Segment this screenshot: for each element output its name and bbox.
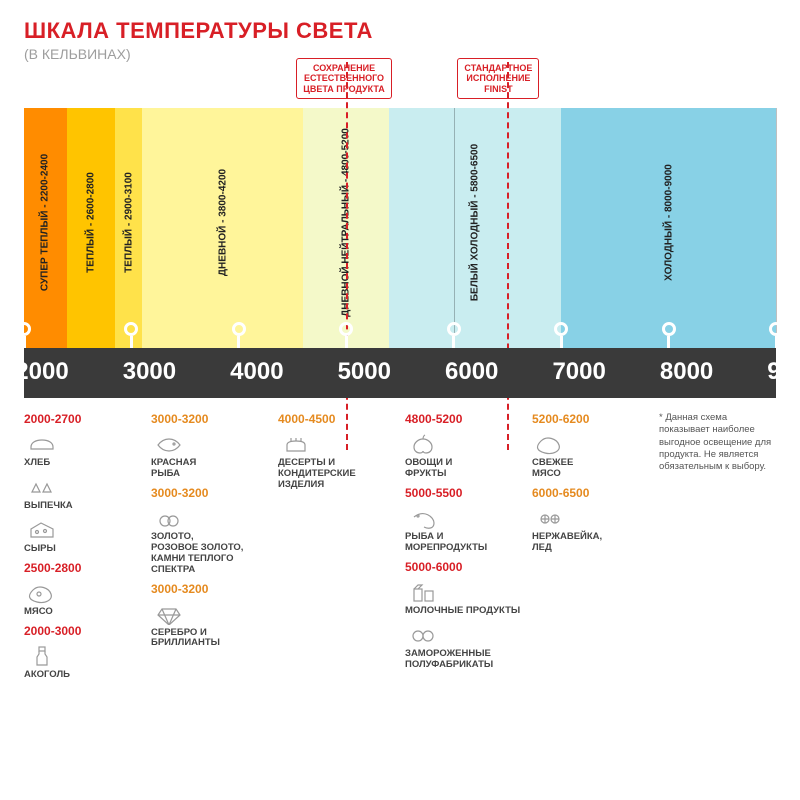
product-column: 2000-2700 ХЛЕБ ВЫПЕЧКА СЫРЫ 2500-2800 МЯСО 200… — [24, 412, 141, 681]
product-column: 3000-3200 КРАСНАЯ РЫБА 3000-3200 ЗОЛОТО, РО… — [151, 412, 268, 681]
product-item: КРАСНАЯ РЫБА — [151, 432, 268, 480]
product-name: СВЕЖЕЕ МЯСО — [532, 458, 649, 480]
product-item: ОВОЩИ И ФРУКТЫ — [405, 432, 522, 480]
axis-pin — [769, 322, 783, 336]
product-column: * Данная схема показывает наиболее выгод… — [659, 412, 776, 681]
axis-tick: 7000 — [552, 358, 605, 386]
axis-tick: 2000 — [15, 358, 68, 386]
band-label: ТЕПЛЫЙ - 2900-3100 — [123, 172, 134, 273]
product-name: АКОГОЛЬ — [24, 670, 141, 681]
range-label: 5200-6200 — [532, 412, 649, 426]
rings-icon — [151, 506, 187, 530]
range-label: 4800-5200 — [405, 412, 522, 426]
range-label: 2000-2700 — [24, 412, 141, 426]
product-item: НЕРЖАВЕЙКА, ЛЕД — [532, 506, 649, 554]
range-label: 6000-6500 — [532, 486, 649, 500]
product-name: МОЛОЧНЫЕ ПРОДУКТЫ — [405, 606, 522, 617]
axis-pin — [662, 322, 676, 336]
axis-tick: 4000 — [230, 358, 283, 386]
product-name: КРАСНАЯ РЫБА — [151, 458, 268, 480]
band-label: ТЕПЛЫЙ - 2600-2800 — [86, 172, 97, 273]
bottle-icon — [24, 644, 60, 668]
fish-icon — [151, 432, 187, 456]
steak-icon — [532, 432, 568, 456]
product-item: ДЕСЕРТЫ И КОНДИТЕРСКИЕ ИЗДЕЛИЯ — [278, 432, 395, 491]
ice-icon — [532, 506, 568, 530]
axis-pin — [232, 322, 246, 336]
extra-divider — [454, 108, 455, 348]
band-label: СУПЕР ТЕПЛЫЙ - 2200-2400 — [40, 154, 51, 291]
diamond-icon — [151, 602, 187, 626]
product-name: МЯСО — [24, 607, 141, 618]
footnote: * Данная схема показывает наиболее выгод… — [659, 412, 776, 474]
product-item: АКОГОЛЬ — [24, 644, 141, 681]
product-item: РЫБА И МОРЕПРОДУКТЫ — [405, 506, 522, 554]
product-name: ХЛЕБ — [24, 458, 141, 469]
milk-icon — [405, 580, 441, 604]
product-item: МОЛОЧНЫЕ ПРОДУКТЫ — [405, 580, 522, 617]
axis-tick: 8000 — [660, 358, 713, 386]
range-label: 3000-3200 — [151, 486, 268, 500]
frozen-icon — [405, 623, 441, 647]
band-label: ДНЕВНОЙ - 3800-4200 — [217, 169, 228, 276]
product-item: СЕРЕБРО И БРИЛЛИАНТЫ — [151, 602, 268, 650]
product-name: ОВОЩИ И ФРУКТЫ — [405, 458, 522, 480]
product-name: ВЫПЕЧКА — [24, 501, 141, 512]
axis-tick: 5000 — [338, 358, 391, 386]
product-item: СЫРЫ — [24, 518, 141, 555]
product-item: МЯСО — [24, 581, 141, 618]
axis-tick: 6000 — [445, 358, 498, 386]
product-name: НЕРЖАВЕЙКА, ЛЕД — [532, 532, 649, 554]
product-item: ХЛЕБ — [24, 432, 141, 469]
page-title: ШКАЛА ТЕМПЕРАТУРЫ СВЕТА — [24, 18, 776, 44]
callout-box: СОХРАНЕНИЕ ЕСТЕСТВЕННОГО ЦВЕТА ПРОДУКТА — [296, 58, 392, 99]
product-name: РЫБА И МОРЕПРОДУКТЫ — [405, 532, 522, 554]
band-label: ХОЛОДНЫЙ - 8000-9000 — [663, 164, 674, 281]
range-label: 5000-5500 — [405, 486, 522, 500]
product-item: СВЕЖЕЕ МЯСО — [532, 432, 649, 480]
product-item: ЗОЛОТО, РОЗОВОЕ ЗОЛОТО, КАМНИ ТЕПЛОГО СП… — [151, 506, 268, 576]
product-name: ДЕСЕРТЫ И КОНДИТЕРСКИЕ ИЗДЕЛИЯ — [278, 458, 395, 491]
callout-box: СТАНДАРТНОЕ ИСПОЛНЕНИЕ FINIST — [457, 58, 539, 99]
product-name: СЕРЕБРО И БРИЛЛИАНТЫ — [151, 628, 268, 650]
range-label: 4000-4500 — [278, 412, 395, 426]
range-label: 2500-2800 — [24, 561, 141, 575]
product-name: ЗОЛОТО, РОЗОВОЕ ЗОЛОТО, КАМНИ ТЕПЛОГО СП… — [151, 532, 268, 576]
product-name: ЗАМОРОЖЕННЫЕ ПОЛУФАБРИКАТЫ — [405, 649, 522, 671]
product-column: 4000-4500 ДЕСЕРТЫ И КОНДИТЕРСКИЕ ИЗДЕЛИЯ — [278, 412, 395, 681]
product-item: ЗАМОРОЖЕННЫЕ ПОЛУФАБРИКАТЫ — [405, 623, 522, 671]
color-spectrum: СУПЕР ТЕПЛЫЙ - 2200-2400(тип К 2400)ТЕПЛ… — [24, 108, 776, 348]
kelvin-axis: 20003000400050006000700080009000 — [24, 348, 776, 398]
product-column: 5200-6200 СВЕЖЕЕ МЯСО 6000-6500 НЕРЖАВЕЙКА,… — [532, 412, 649, 681]
axis-pin — [17, 322, 31, 336]
cheese-icon — [24, 518, 60, 542]
axis-tick: 3000 — [123, 358, 176, 386]
shrimp-icon — [405, 506, 441, 530]
bread-icon — [24, 432, 60, 456]
axis-tick: 9000 — [767, 358, 800, 386]
product-column: 4800-5200 ОВОЩИ И ФРУКТЫ 5000-5500 РЫБА И М… — [405, 412, 522, 681]
band-label: БЕЛЫЙ ХОЛОДНЫЙ - 5800-6500 — [470, 144, 481, 301]
range-label: 3000-3200 — [151, 412, 268, 426]
pastry-icon — [24, 475, 60, 499]
product-guide: 2000-2700 ХЛЕБ ВЫПЕЧКА СЫРЫ 2500-2800 МЯСО 200… — [24, 412, 776, 681]
product-name: СЫРЫ — [24, 544, 141, 555]
product-item: ВЫПЕЧКА — [24, 475, 141, 512]
band-divider — [776, 108, 777, 348]
cake-icon — [278, 432, 314, 456]
range-label: 3000-3200 — [151, 582, 268, 596]
meat-icon — [24, 581, 60, 605]
apple-icon — [405, 432, 441, 456]
range-label: 5000-6000 — [405, 560, 522, 574]
axis-pin — [447, 322, 461, 336]
range-label: 2000-3000 — [24, 624, 141, 638]
